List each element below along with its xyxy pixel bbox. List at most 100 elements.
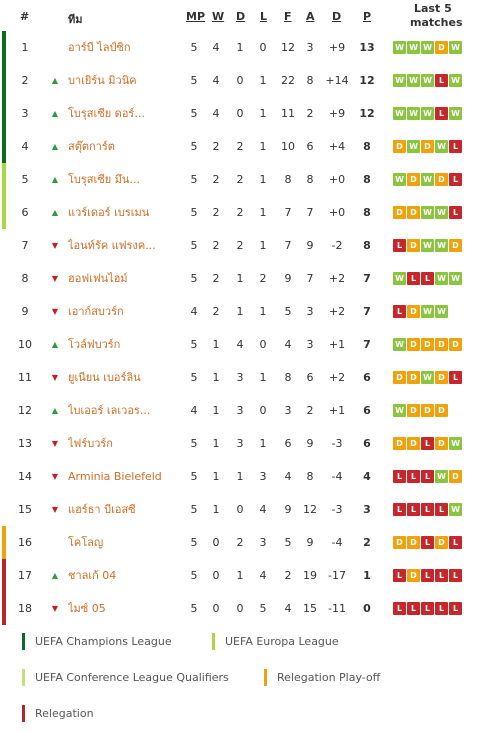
form-result-badge[interactable]: L [393,470,406,483]
header-w[interactable]: W [212,10,225,23]
form-result-badge[interactable]: D [393,206,406,219]
form-result-badge[interactable]: D [421,140,434,153]
header-mp[interactable]: MP [186,10,206,23]
form-result-badge[interactable]: W [421,74,434,87]
form-result-badge[interactable]: W [421,371,434,384]
team-link[interactable]: โบรุสเซีย ดอร์... [68,107,145,120]
team-link[interactable]: สตุ๊ตการ์ต [68,140,115,153]
team-link[interactable]: ไอนท์รัค แฟรงค... [68,239,156,252]
table-row[interactable]: 4 ▲ สตุ๊ตการ์ต 5 2 2 1 10 6 +4 8 D W D W L [0,130,477,163]
form-result-badge[interactable]: L [421,437,434,450]
form-result-badge[interactable]: W [449,41,462,54]
form-result-badge[interactable]: D [435,338,448,351]
form-result-badge[interactable]: L [449,173,462,186]
form-result-badge[interactable]: L [421,602,434,615]
team-link[interactable]: เอาก์สบวร์ก [68,305,124,318]
form-result-badge[interactable]: D [421,404,434,417]
form-result-badge[interactable]: D [421,338,434,351]
form-result-badge[interactable]: D [407,338,420,351]
form-result-badge[interactable]: W [421,239,434,252]
form-result-badge[interactable]: D [407,371,420,384]
table-row[interactable]: 8 ▼ ฮอฟเฟนไฮม์ 5 2 1 2 9 7 +2 7 W L L W W [0,262,477,295]
header-gd[interactable]: D [332,10,342,23]
form-result-badge[interactable]: W [407,107,420,120]
team-link[interactable]: ไมซ์ 05 [68,602,106,615]
team-link[interactable]: ชาลเก้ 04 [68,569,117,582]
table-row[interactable]: 16 โคโลญ 5 0 2 3 5 9 -4 2 D D L D L [0,526,477,559]
form-result-badge[interactable]: W [393,74,406,87]
form-result-badge[interactable]: W [407,41,420,54]
form-result-badge[interactable]: W [407,140,420,153]
team-link[interactable]: บาเยิร์น มิวนิค [68,74,137,87]
form-result-badge[interactable]: W [421,107,434,120]
form-result-badge[interactable]: W [449,437,462,450]
form-result-badge[interactable]: W [421,41,434,54]
form-result-badge[interactable]: L [435,74,448,87]
form-result-badge[interactable]: W [449,107,462,120]
team-link[interactable]: ยูเนียน เบอร์ลิน [68,371,141,384]
form-result-badge[interactable]: D [407,173,420,186]
form-result-badge[interactable]: D [393,536,406,549]
form-result-badge[interactable]: D [449,470,462,483]
form-result-badge[interactable]: L [435,602,448,615]
team-link[interactable]: โวล์ฟบวร์ก [68,338,121,351]
form-result-badge[interactable]: D [435,536,448,549]
form-result-badge[interactable]: L [449,371,462,384]
team-link[interactable]: แฮร์ธา บีเอสซี [68,503,136,516]
team-link[interactable]: ไบเออร์ เลเวอร... [68,404,151,417]
form-result-badge[interactable]: L [421,536,434,549]
table-row[interactable]: 18 ▼ ไมซ์ 05 5 0 0 5 4 15 -11 0 L L L L L [0,592,477,625]
form-result-badge[interactable]: W [393,404,406,417]
header-f[interactable]: F [284,10,292,23]
table-row[interactable]: 10 ▲ โวล์ฟบวร์ก 5 1 4 0 4 3 +1 7 W D D D D [0,328,477,361]
table-row[interactable]: 14 ▼ Arminia Bielefeld 5 1 1 3 4 8 -4 4 L L L W D [0,460,477,493]
header-a[interactable]: A [306,10,315,23]
form-result-badge[interactable]: D [435,371,448,384]
team-link[interactable]: ฮอฟเฟนไฮม์ [68,272,128,285]
form-result-badge[interactable]: D [407,569,420,582]
table-row[interactable]: 15 ▼ แฮร์ธา บีเอสซี 5 1 0 4 9 12 -3 3 L L L L W [0,493,477,526]
form-result-badge[interactable]: L [393,602,406,615]
table-row[interactable]: 13 ▼ ไฟร์บวร์ก 5 1 3 1 6 9 -3 6 D D L D W [0,427,477,460]
form-result-badge[interactable]: L [421,569,434,582]
form-result-badge[interactable]: L [421,470,434,483]
form-result-badge[interactable]: D [407,206,420,219]
form-result-badge[interactable]: D [435,404,448,417]
form-result-badge[interactable]: L [449,602,462,615]
form-result-badge[interactable]: W [435,140,448,153]
team-link[interactable]: แวร์เดอร์ เบรเมน [68,206,150,219]
form-result-badge[interactable]: L [393,503,406,516]
form-result-badge[interactable]: L [393,569,406,582]
table-row[interactable]: 7 ▼ ไอนท์รัค แฟรงค... 5 2 2 1 7 9 -2 8 L D W W D [0,229,477,262]
form-result-badge[interactable]: L [435,569,448,582]
form-result-badge[interactable]: W [435,305,448,318]
form-result-badge[interactable]: D [393,140,406,153]
header-l[interactable]: L [260,10,268,23]
form-result-badge[interactable]: D [407,536,420,549]
form-result-badge[interactable]: W [435,272,448,285]
form-result-badge[interactable]: W [435,239,448,252]
team-link[interactable]: อาร์บี ไลป์ซิก [68,41,131,54]
form-result-badge[interactable]: D [435,173,448,186]
form-result-badge[interactable]: D [435,41,448,54]
table-row[interactable]: 3 ▲ โบรุสเซีย ดอร์... 5 4 0 1 11 2 +9 12 W W W L W [0,97,477,130]
form-result-badge[interactable]: W [393,272,406,285]
form-result-badge[interactable]: D [393,371,406,384]
form-result-badge[interactable]: W [421,206,434,219]
form-result-badge[interactable]: W [421,173,434,186]
table-row[interactable]: 12 ▲ ไบเออร์ เลเวอร... 4 1 3 0 3 2 +1 6 W D D D [0,394,477,427]
form-result-badge[interactable]: L [449,536,462,549]
form-result-badge[interactable]: D [407,437,420,450]
form-result-badge[interactable]: W [407,74,420,87]
form-result-badge[interactable]: W [393,41,406,54]
header-team[interactable]: ทีม [68,13,83,26]
form-result-badge[interactable]: D [449,239,462,252]
form-result-badge[interactable]: W [393,173,406,186]
form-result-badge[interactable]: L [421,503,434,516]
team-link[interactable]: Arminia Bielefeld [68,470,162,483]
form-result-badge[interactable]: W [393,338,406,351]
form-result-badge[interactable]: L [449,206,462,219]
table-row[interactable]: 5 ▲ โบรุสเซีย มึน... 5 2 2 1 8 8 +0 8 W D W D L [0,163,477,196]
form-result-badge[interactable]: W [449,503,462,516]
form-result-badge[interactable]: W [435,206,448,219]
